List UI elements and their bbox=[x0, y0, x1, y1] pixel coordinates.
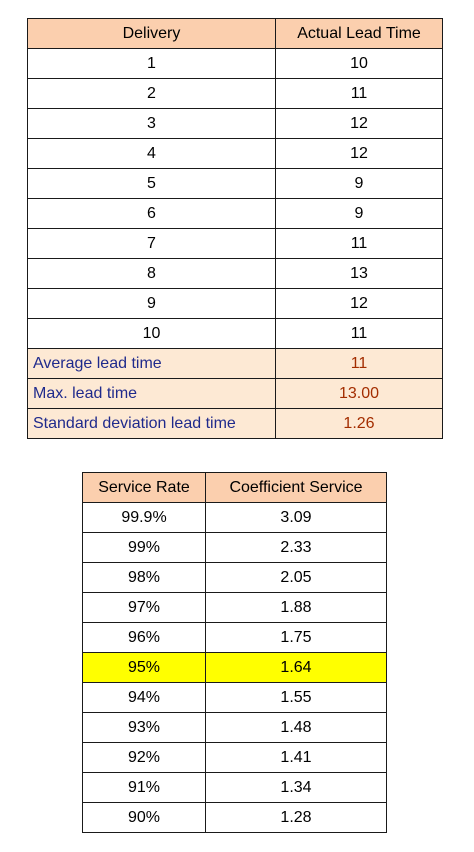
delivery-cell: 1 bbox=[27, 48, 276, 79]
table-row: 98% 2.05 bbox=[82, 562, 387, 593]
service-rate-cell: 95% bbox=[82, 652, 206, 683]
header-row: Service Rate Coefficient Service bbox=[82, 472, 387, 503]
service-rate-cell: 91% bbox=[82, 772, 206, 803]
table-row: 4 12 bbox=[27, 138, 443, 169]
service-coefficient-table: Service Rate Coefficient Service 99.9% 3.… bbox=[82, 472, 387, 833]
header-coefficient-service: Coefficient Service bbox=[205, 472, 387, 503]
lead-time-cell: 11 bbox=[275, 78, 443, 109]
delivery-cell: 3 bbox=[27, 108, 276, 139]
lead-time-cell: 9 bbox=[275, 198, 443, 229]
coefficient-cell: 1.41 bbox=[205, 742, 387, 773]
delivery-cell: 8 bbox=[27, 258, 276, 289]
delivery-cell: 6 bbox=[27, 198, 276, 229]
coefficient-cell: 1.34 bbox=[205, 772, 387, 803]
service-rate-cell: 93% bbox=[82, 712, 206, 743]
header-service-rate: Service Rate bbox=[82, 472, 206, 503]
table-row: 2 11 bbox=[27, 78, 443, 109]
lead-time-cell: 13 bbox=[275, 258, 443, 289]
coefficient-cell: 1.75 bbox=[205, 622, 387, 653]
table-row: 1 10 bbox=[27, 48, 443, 79]
coefficient-cell: 3.09 bbox=[205, 502, 387, 533]
table-row: 94% 1.55 bbox=[82, 682, 387, 713]
table-row: 91% 1.34 bbox=[82, 772, 387, 803]
table-row: 10 11 bbox=[27, 318, 443, 349]
service-rate-cell: 99% bbox=[82, 532, 206, 563]
coefficient-cell: 1.28 bbox=[205, 802, 387, 833]
table-row: 3 12 bbox=[27, 108, 443, 139]
delivery-cell: 9 bbox=[27, 288, 276, 319]
lead-time-cell: 12 bbox=[275, 288, 443, 319]
service-rate-cell: 99.9% bbox=[82, 502, 206, 533]
table-row: 95% 1.64 bbox=[82, 652, 387, 683]
delivery-cell: 2 bbox=[27, 78, 276, 109]
table-row: 90% 1.28 bbox=[82, 802, 387, 833]
summary-row: Max. lead time 13.00 bbox=[27, 378, 443, 409]
header-actual-lead-time: Actual Lead Time bbox=[275, 18, 443, 49]
coefficient-cell: 1.55 bbox=[205, 682, 387, 713]
table-row: 7 11 bbox=[27, 228, 443, 259]
service-rate-cell: 94% bbox=[82, 682, 206, 713]
summary-row: Standard deviation lead time 1.26 bbox=[27, 408, 443, 439]
service-rate-cell: 92% bbox=[82, 742, 206, 773]
service-rate-cell: 97% bbox=[82, 592, 206, 623]
summary-value: 1.26 bbox=[275, 408, 443, 439]
lead-time-cell: 9 bbox=[275, 168, 443, 199]
lead-time-table: Delivery Actual Lead Time 1 10 2 11 3 12 4 12 5 9… bbox=[27, 18, 443, 439]
service-rate-cell: 96% bbox=[82, 622, 206, 653]
coefficient-cell: 1.88 bbox=[205, 592, 387, 623]
summary-value: 13.00 bbox=[275, 378, 443, 409]
delivery-cell: 4 bbox=[27, 138, 276, 169]
delivery-cell: 5 bbox=[27, 168, 276, 199]
table-row: 9 12 bbox=[27, 288, 443, 319]
table-row: 92% 1.41 bbox=[82, 742, 387, 773]
table-row: 97% 1.88 bbox=[82, 592, 387, 623]
service-rate-cell: 90% bbox=[82, 802, 206, 833]
summary-label: Standard deviation lead time bbox=[27, 408, 276, 439]
lead-time-cell: 12 bbox=[275, 138, 443, 169]
delivery-cell: 7 bbox=[27, 228, 276, 259]
summary-label: Max. lead time bbox=[27, 378, 276, 409]
header-delivery: Delivery bbox=[27, 18, 276, 49]
table-row: 99.9% 3.09 bbox=[82, 502, 387, 533]
table-row: 93% 1.48 bbox=[82, 712, 387, 743]
coefficient-cell: 2.33 bbox=[205, 532, 387, 563]
delivery-cell: 10 bbox=[27, 318, 276, 349]
lead-time-cell: 12 bbox=[275, 108, 443, 139]
summary-row: Average lead time 11 bbox=[27, 348, 443, 379]
table-row: 99% 2.33 bbox=[82, 532, 387, 563]
summary-value: 11 bbox=[275, 348, 443, 379]
lead-time-cell: 10 bbox=[275, 48, 443, 79]
table-row: 8 13 bbox=[27, 258, 443, 289]
table-row: 96% 1.75 bbox=[82, 622, 387, 653]
summary-label: Average lead time bbox=[27, 348, 276, 379]
lead-time-cell: 11 bbox=[275, 318, 443, 349]
coefficient-cell: 1.48 bbox=[205, 712, 387, 743]
service-rate-cell: 98% bbox=[82, 562, 206, 593]
lead-time-cell: 11 bbox=[275, 228, 443, 259]
coefficient-cell: 1.64 bbox=[205, 652, 387, 683]
header-row: Delivery Actual Lead Time bbox=[27, 18, 443, 49]
coefficient-cell: 2.05 bbox=[205, 562, 387, 593]
